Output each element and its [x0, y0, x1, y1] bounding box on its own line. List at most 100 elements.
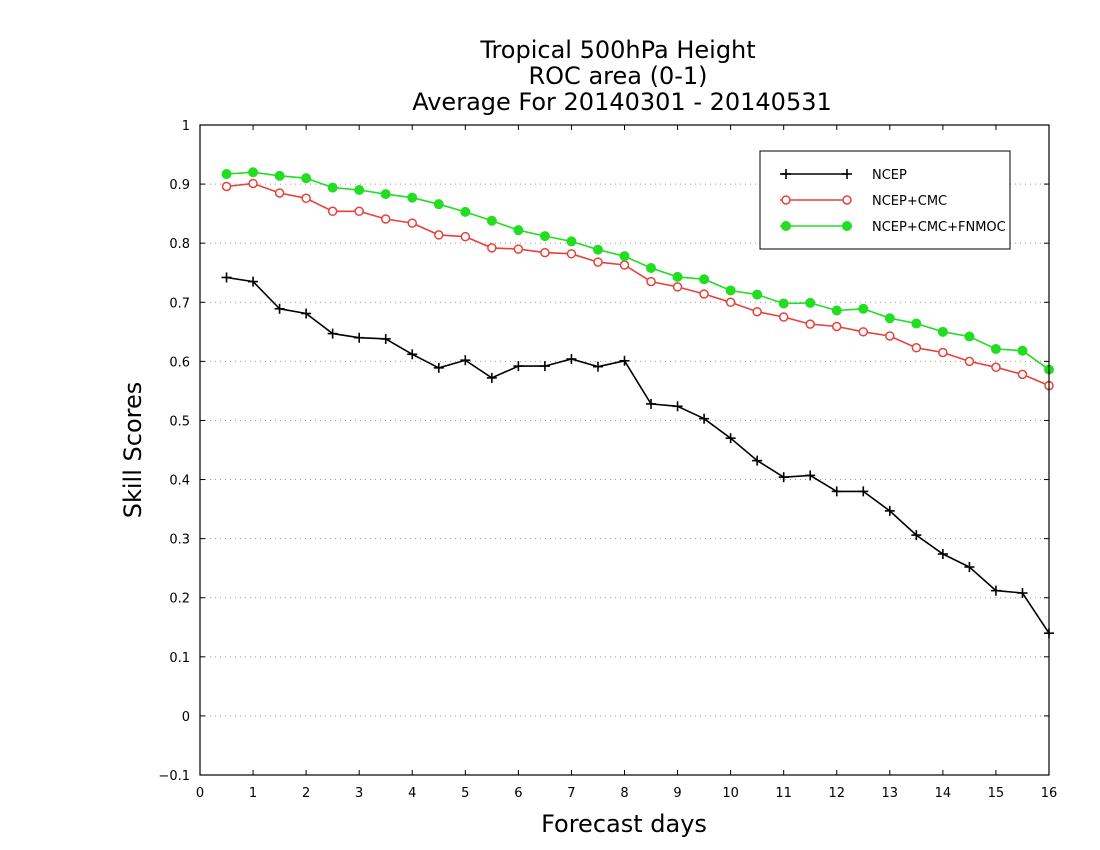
data-point-ncep-cmc-fnmoc [380, 189, 391, 200]
data-point-ncep [460, 355, 471, 366]
chart-title-line-2: ROC area (0-1) [528, 62, 707, 90]
series-ncep [221, 272, 1054, 639]
data-point-ncep [646, 398, 657, 409]
x-tick-label: 0 [196, 786, 204, 801]
y-tick-label: 0.6 [169, 355, 190, 370]
x-axis: 0 1 2 3 4 5 6 7 8 9 10 11 12 13 14 15 16 [196, 125, 1057, 801]
data-point-ncep-cmc [221, 181, 232, 192]
data-point-ncep-cmc [301, 193, 311, 204]
data-point-ncep-cmc [380, 214, 391, 224]
y-tick-label: 0.9 [169, 178, 190, 193]
data-point-ncep-cmc [434, 230, 444, 240]
x-tick-label: 7 [567, 786, 575, 801]
data-point-ncep-cmc [327, 206, 338, 217]
x-tick-label: 2 [302, 786, 310, 801]
data-point-ncep [990, 585, 1001, 596]
y-tick-label: 0.4 [169, 474, 190, 489]
data-point-ncep [911, 530, 922, 541]
y-tick-label: 0.3 [169, 533, 190, 548]
y-tick-label: 0.2 [169, 592, 190, 607]
data-point-ncep-cmc-fnmoc [646, 263, 657, 273]
data-point-ncep-cmc-fnmoc [274, 170, 285, 181]
series-layer [221, 167, 1054, 639]
data-point-ncep-cmc [513, 244, 524, 254]
data-point-ncep-cmc [832, 321, 842, 332]
data-point-ncep-cmc [805, 319, 815, 329]
series-ncep-cmc [221, 178, 1054, 391]
data-point-ncep-cmc-fnmoc [539, 231, 550, 242]
data-point-ncep-cmc [672, 282, 683, 292]
data-point-ncep-cmc-fnmoc [1017, 345, 1028, 356]
x-tick-label: 15 [988, 786, 1005, 801]
data-point-ncep-cmc-fnmoc [990, 343, 1001, 354]
data-point-ncep [937, 549, 948, 559]
data-point-ncep-cmc-fnmoc [672, 271, 683, 282]
data-point-ncep-cmc [991, 362, 1001, 373]
x-tick-label: 10 [722, 786, 739, 801]
data-point-ncep-cmc-fnmoc [858, 303, 869, 314]
data-point-ncep-cmc-fnmoc [592, 244, 603, 255]
data-point-ncep-cmc-fnmoc [831, 305, 842, 316]
y-tick-label: 0.5 [169, 414, 190, 429]
legend-marker [781, 195, 791, 205]
data-point-ncep-cmc [858, 327, 869, 337]
data-point-ncep-cmc-fnmoc [354, 185, 365, 195]
data-point-ncep [964, 562, 975, 572]
data-point-ncep [1017, 588, 1028, 598]
data-point-ncep-cmc [248, 178, 258, 189]
data-point-ncep-cmc [725, 297, 736, 308]
x-tick-label: 11 [775, 786, 792, 801]
x-tick-label: 12 [828, 786, 845, 801]
data-point-ncep [752, 455, 763, 466]
legend-entry-ncep-cmc-fnmoc: NCEP+CMC+FNMOC [780, 220, 1006, 235]
data-point-ncep [566, 354, 577, 364]
data-point-ncep [805, 470, 816, 481]
data-point-ncep [592, 361, 603, 372]
x-tick-label: 5 [461, 786, 469, 801]
data-point-ncep-cmc [646, 276, 656, 287]
x-axis-label: Forecast days [541, 810, 707, 838]
data-point-ncep-cmc [460, 231, 471, 242]
data-point-ncep [513, 361, 524, 372]
legend-marker [842, 169, 852, 179]
data-point-ncep-cmc-fnmoc [964, 331, 975, 342]
series-ncep-cmc-fnmoc [221, 167, 1054, 375]
x-tick-label: 6 [514, 786, 522, 801]
data-point-ncep-cmc [593, 257, 603, 267]
y-tick-label: −0.1 [158, 769, 190, 784]
x-tick-label: 9 [673, 786, 681, 801]
data-point-ncep-cmc-fnmoc [699, 274, 710, 285]
y-tick-label: 0.8 [169, 237, 190, 252]
data-point-ncep-cmc [1017, 369, 1028, 380]
chart-title-line-3: Average For 20140301 - 20140531 [412, 88, 832, 116]
data-point-ncep-cmc-fnmoc [911, 318, 922, 329]
x-tick-label: 16 [1041, 786, 1058, 801]
data-point-ncep-cmc-fnmoc [327, 182, 338, 193]
y-tick-label: 1 [182, 119, 190, 134]
data-point-ncep-cmc [619, 260, 630, 270]
data-point-ncep-cmc-fnmoc [486, 215, 497, 226]
x-tick-label: 14 [935, 786, 952, 801]
data-point-ncep [486, 372, 497, 383]
data-point-ncep-cmc-fnmoc [407, 192, 418, 203]
legend-entry-ncep: NCEP [780, 168, 907, 183]
data-point-ncep [248, 276, 259, 287]
data-point-ncep [380, 333, 391, 344]
legend-label: NCEP+CMC [872, 194, 947, 209]
data-point-ncep [327, 328, 338, 339]
data-point-ncep [619, 355, 630, 366]
data-point-ncep-cmc-fnmoc [221, 169, 232, 180]
legend-label: NCEP+CMC+FNMOC [872, 220, 1006, 235]
x-tick-label: 8 [620, 786, 628, 801]
data-point-ncep [354, 332, 365, 343]
data-point-ncep-cmc [752, 306, 762, 317]
data-point-ncep [884, 505, 895, 516]
y-axis: −0.1 0 0.1 0.2 0.3 0.4 0.5 0.6 0.7 0.8 0.9 1 [158, 119, 1049, 784]
legend: NCEP NCEP+CMC NCEP+CMC+FNMOC [759, 150, 1011, 250]
data-point-ncep-cmc [885, 331, 895, 341]
chart-title: Tropical 500hPa Height ROC area (0-1) Av… [412, 36, 832, 116]
data-point-ncep [433, 362, 444, 373]
data-point-ncep-cmc [699, 289, 709, 299]
data-point-ncep-cmc-fnmoc [725, 285, 736, 296]
x-tick-label: 1 [249, 786, 257, 801]
